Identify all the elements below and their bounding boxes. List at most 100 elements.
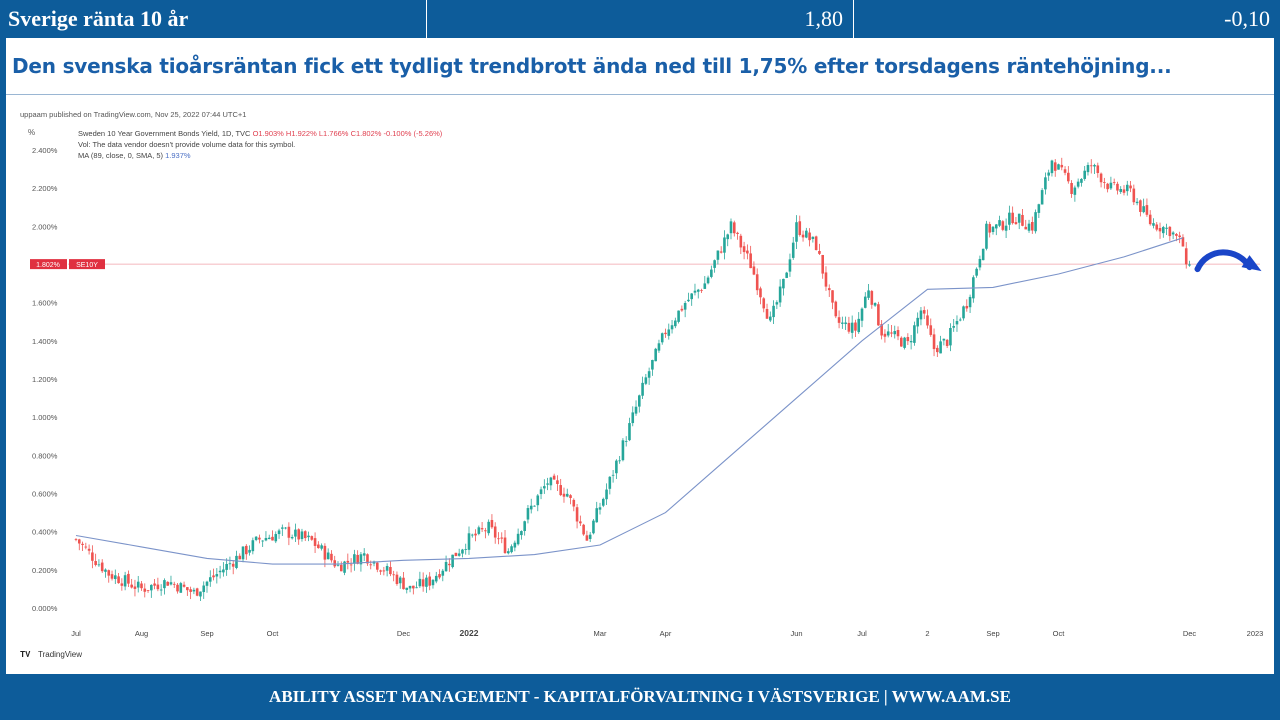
- tradingview-wordmark: TradingView: [38, 650, 82, 659]
- candle-body: [434, 575, 438, 582]
- candle-body: [359, 554, 363, 565]
- candle-body: [595, 508, 599, 523]
- candle-body: [441, 570, 445, 576]
- candle-body: [163, 580, 166, 589]
- last-price-label: 1.802%: [36, 262, 60, 269]
- candle-body: [159, 589, 163, 591]
- candle-body: [1014, 222, 1018, 225]
- x-tick-label: Dec: [397, 629, 411, 638]
- candle-body: [785, 272, 788, 278]
- candle-body: [310, 536, 314, 540]
- candle-body: [448, 563, 451, 566]
- candle-body: [641, 382, 644, 396]
- candle-body: [968, 296, 972, 308]
- candle-body: [1037, 204, 1041, 213]
- candle-body: [402, 577, 405, 590]
- candle-body: [277, 530, 281, 535]
- candle-body: [569, 495, 572, 499]
- candle-body: [1103, 182, 1106, 183]
- candle-body: [179, 583, 183, 593]
- candle-body: [1139, 200, 1142, 212]
- candle-body: [307, 535, 310, 538]
- plot-background: [68, 139, 1260, 623]
- candle-body: [235, 555, 238, 568]
- candle-body: [382, 570, 386, 572]
- y-unit-label: %: [28, 128, 35, 137]
- candle-body: [664, 332, 667, 335]
- candle-body: [847, 322, 851, 332]
- candle-body: [1158, 227, 1162, 232]
- candle-body: [896, 330, 900, 337]
- candle-body: [805, 230, 808, 238]
- tradingview-logo-icon: 𝐓𝐕: [20, 650, 31, 659]
- candle-body: [267, 537, 271, 540]
- candle-body: [582, 524, 585, 535]
- candle-body: [575, 507, 579, 522]
- x-tick-label: Sep: [986, 629, 999, 638]
- candle-body: [1155, 224, 1159, 230]
- candle-body: [487, 521, 490, 534]
- candle-body: [762, 298, 766, 309]
- candle-body: [719, 251, 723, 253]
- candle-body: [654, 348, 657, 362]
- y-tick-label: 2.400%: [32, 146, 58, 155]
- candle-body: [981, 248, 985, 261]
- candle-body: [415, 587, 418, 589]
- candle-body: [601, 498, 605, 506]
- candle-body: [205, 581, 209, 586]
- candle-body: [647, 371, 651, 378]
- candle-body: [136, 581, 140, 588]
- candle-body: [1011, 212, 1014, 224]
- candle-body: [759, 288, 762, 298]
- candle-body: [1093, 165, 1096, 167]
- candle-body: [120, 583, 124, 586]
- y-tick-label: 1.600%: [32, 299, 58, 308]
- candle-body: [857, 318, 861, 333]
- candle-body: [300, 531, 304, 540]
- candle-body: [1106, 183, 1109, 190]
- candle-body: [1060, 164, 1064, 168]
- candle-body: [795, 222, 798, 242]
- candle-body: [945, 339, 949, 346]
- candle-body: [994, 224, 998, 229]
- header-bar: Sverige ränta 10 år 1,80 -0,10: [0, 0, 1280, 38]
- candle-body: [729, 221, 733, 234]
- candle-body: [1050, 160, 1054, 174]
- candle-body: [1175, 233, 1178, 236]
- candle-body: [146, 590, 150, 591]
- candle-body: [592, 520, 595, 534]
- candle-body: [503, 537, 507, 554]
- candle-body: [1096, 165, 1100, 174]
- candle-body: [765, 309, 769, 319]
- candle-body: [1178, 235, 1181, 238]
- candle-body: [1083, 170, 1086, 179]
- candle-body: [251, 540, 255, 552]
- candle-body: [1086, 165, 1090, 173]
- candle-body: [811, 236, 815, 239]
- candle-body: [572, 499, 576, 507]
- candle-body: [841, 322, 844, 324]
- candle-body: [533, 505, 536, 507]
- candle-body: [598, 507, 602, 510]
- x-tick-label: Aug: [135, 629, 148, 638]
- candle-body: [74, 539, 78, 540]
- moving-average-line: [75, 237, 1184, 565]
- candle-body: [1004, 225, 1008, 231]
- candle-body: [723, 237, 726, 253]
- candle-body: [854, 322, 857, 331]
- candle-body: [444, 562, 448, 572]
- candle-body: [100, 562, 104, 572]
- candle-body: [395, 574, 399, 584]
- candle-body: [1044, 177, 1047, 190]
- candle-body: [1047, 172, 1050, 176]
- candle-body: [428, 576, 431, 586]
- candle-body: [484, 530, 487, 532]
- candle-body: [297, 529, 300, 540]
- candle-body: [303, 531, 307, 539]
- candle-body: [313, 538, 317, 546]
- candle-body: [1099, 173, 1103, 183]
- candle-body: [536, 495, 540, 506]
- candle-body: [218, 570, 222, 573]
- candle-body: [660, 333, 664, 343]
- x-tick-label: Oct: [267, 629, 280, 638]
